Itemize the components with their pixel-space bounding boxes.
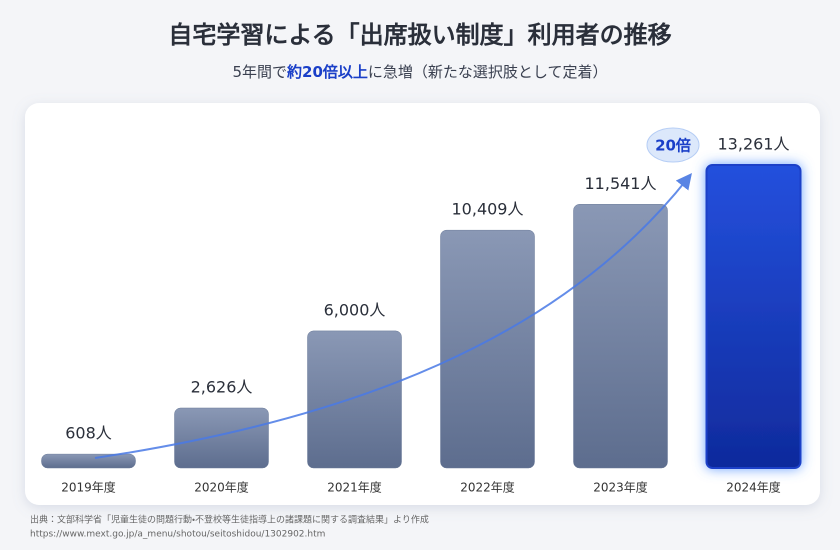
bar (705, 164, 802, 469)
bar (307, 330, 402, 469)
trend-arrow (94, 172, 692, 459)
annotation-background (646, 127, 700, 163)
bar (41, 453, 136, 469)
subtitle-highlight: 約20倍以上 (286, 63, 368, 81)
subtitle-part: に急増（新たな選択肢として定着） (368, 63, 608, 81)
x-tick-label: 2020年度 (194, 481, 249, 495)
x-tick-label: 2021年度 (327, 481, 382, 495)
bar (573, 204, 668, 469)
annotation: 20倍 (655, 137, 691, 155)
value-label: 2,626人 (191, 377, 253, 396)
value-label: 608人 (65, 424, 112, 443)
plot-area: 608人 2019年度 2,626人 2020年度 6,000人 2021年度 10,409… (41, 135, 802, 495)
x-tick-label: 2023年度 (593, 481, 648, 495)
chart-card (25, 103, 820, 505)
x-tick-label: 2019年度 (61, 481, 116, 495)
chart-title: 自宅学習による「出席扱い制度」利用者の推移 (168, 21, 671, 49)
bar (440, 229, 535, 469)
value-label: 10,409人 (452, 200, 524, 219)
value-label: 6,000人 (324, 300, 386, 319)
x-tick-label: 2024年度 (726, 481, 781, 495)
bar (174, 407, 269, 469)
chart-subtitle: 5年間で約20倍以上に急増（新たな選択肢として定着） (233, 63, 608, 81)
subtitle-part: 5年間で (233, 63, 288, 81)
source-url: https://www.mext.go.jp/a_menu/shotou/sei… (30, 530, 325, 540)
annotation-bubble: 20倍 (646, 127, 700, 163)
x-tick-label: 2022年度 (460, 481, 515, 495)
value-label: 11,541人 (585, 174, 657, 193)
value-label: 13,261人 (718, 135, 790, 154)
source-note: 出典：文部科学省「児童生徒の問題行動・不登校等生徒指導上の諸課題に関する調査結果… (30, 514, 429, 526)
